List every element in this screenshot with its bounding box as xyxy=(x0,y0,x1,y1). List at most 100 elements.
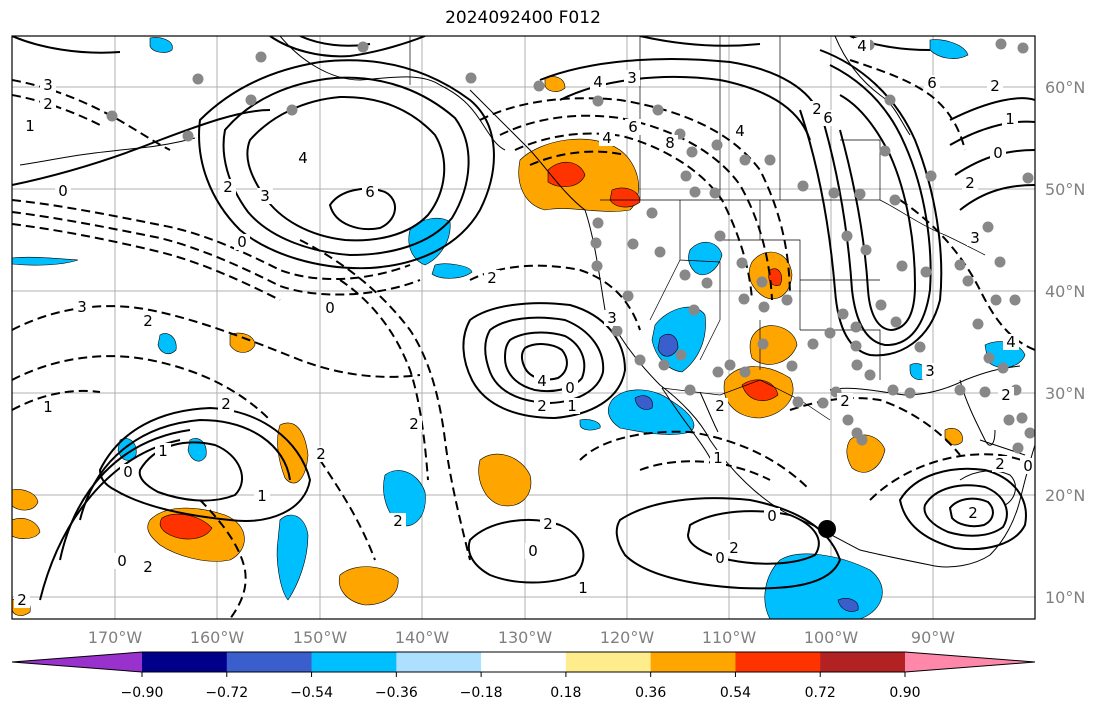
station-marker xyxy=(679,269,691,281)
state-borders xyxy=(649,200,881,380)
contour-label-bg xyxy=(534,373,550,389)
shade-negative xyxy=(276,514,309,601)
station-marker xyxy=(990,294,1002,306)
contour-label-bg xyxy=(712,550,728,566)
contour-label-bg xyxy=(406,416,422,432)
contour-label-bg xyxy=(590,74,606,90)
contour-positive xyxy=(79,418,291,521)
contour-label-bg xyxy=(1002,111,1018,127)
contour-label: 6 xyxy=(927,74,937,92)
lon-label: 140°W xyxy=(395,628,450,647)
colorbar: −0.90 −0.72 −0.54 −0.36 −0.18 0.18 0.36 0.54 0.7… xyxy=(11,651,1036,701)
shade-negative xyxy=(157,333,177,355)
station-marker xyxy=(1009,294,1021,306)
contour-label-bg xyxy=(562,380,578,396)
contour-negative xyxy=(299,239,471,561)
contour-label-bg xyxy=(390,513,406,529)
shade-positive xyxy=(846,434,886,473)
contour-label: 4 xyxy=(298,149,308,167)
contour-label: 4 xyxy=(602,129,612,147)
contour-label-bg xyxy=(965,505,981,521)
lat-label: 60°N xyxy=(1045,78,1085,97)
yucatan-coast xyxy=(959,470,1016,506)
station-marker xyxy=(192,73,204,85)
cuba-coast xyxy=(979,439,1026,456)
contour-label: 2 xyxy=(990,77,1000,95)
contour-positive xyxy=(462,302,627,420)
colorbar-tick-label: −0.72 xyxy=(205,685,248,701)
shade-positive xyxy=(12,518,41,539)
lon-label: 120°W xyxy=(600,628,655,647)
colorbar-segment xyxy=(565,652,652,672)
station-marker xyxy=(689,186,701,198)
station-marker xyxy=(646,207,658,219)
station-marker xyxy=(828,187,840,199)
station-marker xyxy=(972,318,984,330)
lon-label: 150°W xyxy=(293,628,348,647)
contour-label: 3 xyxy=(607,309,617,327)
station-marker xyxy=(792,396,804,408)
station-marker xyxy=(807,338,819,350)
station-marker xyxy=(920,266,932,278)
contour-label: 2 xyxy=(143,312,153,330)
station-marker xyxy=(875,299,887,311)
station-marker xyxy=(652,104,664,116)
contour-negative xyxy=(579,430,811,491)
contour-label-bg xyxy=(998,387,1014,403)
station-marker xyxy=(854,188,866,200)
shade-positive xyxy=(609,187,641,208)
gulf-coast xyxy=(829,365,1021,396)
contour-label: 1 xyxy=(578,579,588,597)
contour-negative xyxy=(319,459,376,561)
contour-positive xyxy=(12,109,271,186)
station-marker xyxy=(962,275,974,287)
contour-label: 2 xyxy=(409,415,419,433)
station-marker xyxy=(756,276,768,288)
station-marker xyxy=(688,304,700,316)
contour-label: 2 xyxy=(143,558,153,576)
contour-label: 1 xyxy=(257,487,267,505)
colorbar-tick-label: 0.54 xyxy=(720,685,751,701)
colorbar-segment xyxy=(820,652,906,672)
colorbar-segment xyxy=(396,652,482,672)
contour-label: 1 xyxy=(158,442,168,460)
shade-positive xyxy=(741,379,779,402)
station-marker xyxy=(686,146,698,158)
contour-positive xyxy=(959,184,1035,211)
station-marker xyxy=(925,170,937,182)
contour-positive xyxy=(98,406,312,522)
contour-label: 2 xyxy=(729,539,739,557)
station-marker xyxy=(954,384,966,396)
station-markers xyxy=(106,38,1035,454)
contour-label-bg xyxy=(55,183,71,199)
shade-negative xyxy=(149,37,173,53)
colorbar-tick-label: −0.18 xyxy=(460,685,503,701)
station-marker xyxy=(837,308,849,320)
colorbar-tick-label: −0.36 xyxy=(375,685,418,701)
contour-negative xyxy=(639,460,771,481)
station-marker xyxy=(654,246,666,258)
contour-negative xyxy=(12,389,101,411)
station-marker xyxy=(465,72,477,84)
station-marker xyxy=(904,387,916,399)
lat-label: 50°N xyxy=(1045,180,1085,199)
colorbar-segment xyxy=(142,652,228,672)
contour-label-bg xyxy=(967,230,983,246)
station-marker xyxy=(724,359,736,371)
contour-label: 3 xyxy=(970,229,980,247)
contour-label: 2 xyxy=(812,100,822,118)
station-marker xyxy=(860,244,872,256)
colorbar-tick-label: 0.90 xyxy=(889,685,920,701)
station-marker xyxy=(182,130,194,142)
contour-label-bg xyxy=(604,310,620,326)
shade-negative xyxy=(579,419,601,431)
station-marker xyxy=(714,230,726,242)
colorbar-segment xyxy=(481,652,567,672)
colorbar-segment xyxy=(905,652,1035,672)
station-marker xyxy=(739,154,751,166)
shade-positive xyxy=(547,162,586,188)
station-marker xyxy=(997,362,1009,374)
contour-label-bg xyxy=(534,398,550,414)
contour-positive xyxy=(839,94,917,332)
contour-label: 3 xyxy=(627,69,637,87)
